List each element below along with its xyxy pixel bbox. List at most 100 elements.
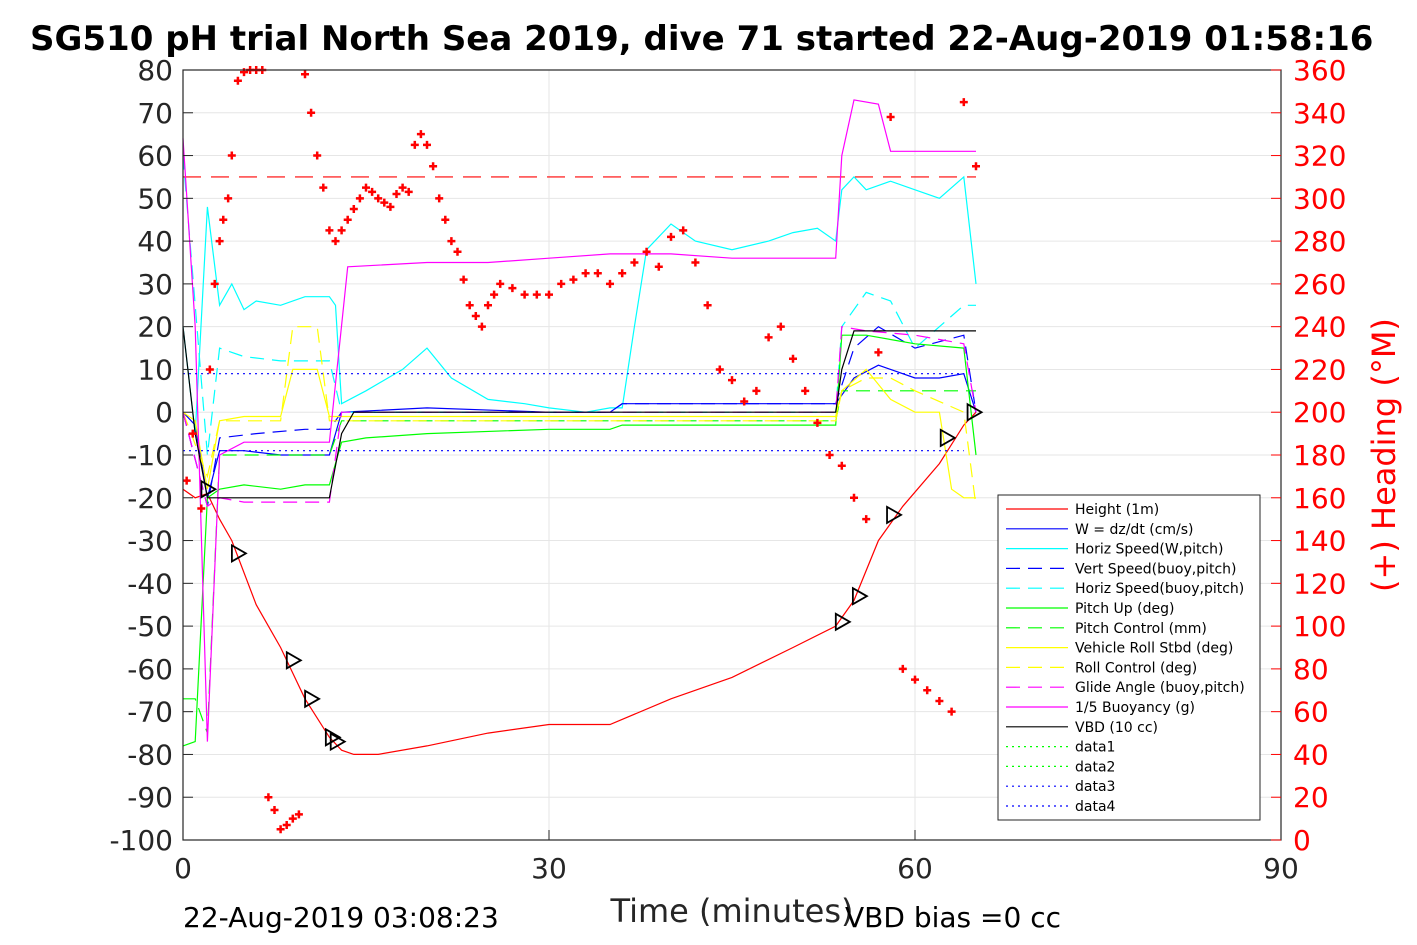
heading-point (416, 130, 425, 139)
heading-point (404, 187, 413, 196)
y2-tick-label: 360 (1293, 54, 1346, 87)
depth-marker (285, 650, 303, 670)
heading-point (837, 461, 846, 470)
heading-point (484, 301, 492, 310)
heading-point (532, 290, 541, 299)
legend-entry-horiz_w: Horiz Speed(W,pitch) (1075, 542, 1223, 558)
x-axis-label: Time (minutes) (610, 892, 854, 930)
depth-marker (966, 402, 984, 422)
heading-point (593, 269, 602, 278)
footer-timestamp: 22-Aug-2019 03:08:23 (183, 901, 499, 934)
legend-entry-vbd: VBD (10 cc) (1075, 720, 1158, 736)
legend-entry-buoyancy: 1/5 Buoyancy (g) (1075, 700, 1195, 716)
heading-point (368, 187, 377, 196)
y2-tick-label: 100 (1293, 610, 1346, 643)
heading-point (282, 821, 291, 830)
heading-point (197, 504, 206, 513)
heading-point (886, 113, 895, 122)
heading-point (874, 348, 883, 357)
heading-point (392, 190, 401, 199)
heading-point (447, 237, 456, 246)
heading-point (898, 664, 907, 673)
heading-point (606, 279, 614, 288)
y-axis-ticks: 80 70 60 50 40 30 20 10 0 -10 -20 -30 -40 -50 -60 -70 -8… (109, 54, 193, 857)
y-tick-label: 70 (137, 97, 173, 130)
series-line-pitch_up (182, 334, 977, 747)
heading-point (410, 140, 419, 149)
depth-marker (304, 689, 321, 709)
heading-point (210, 279, 219, 288)
heading-point (557, 279, 566, 288)
y2-tick-label: 260 (1293, 268, 1346, 301)
heading-point (654, 262, 663, 271)
heading-point (380, 198, 389, 207)
y-tick-label: -90 (127, 781, 173, 814)
y2-tick-label: 120 (1293, 567, 1346, 600)
y-tick-label: -40 (127, 567, 173, 600)
heading-point (947, 707, 956, 716)
heading-point (343, 215, 352, 224)
series-line-roll_control (182, 326, 977, 507)
legend-entry-pitch_up: Pitch Up (deg) (1075, 601, 1174, 617)
heading-point (630, 258, 639, 267)
y-tick-label: 80 (137, 54, 173, 87)
y2-axis-ticks: 3603403203002802602402202001801601401201… (1271, 54, 1346, 857)
y2-tick-label: 300 (1293, 182, 1346, 215)
heading-point (496, 279, 505, 288)
heading-point (935, 696, 944, 705)
heading-point (441, 215, 450, 224)
heading-point (233, 76, 242, 85)
heading-point (813, 418, 822, 427)
depth-marker (939, 428, 957, 448)
y2-axis-label: (+) Heading (°M) (1365, 318, 1403, 592)
y-tick-label: -10 (127, 439, 173, 472)
y-tick-label: 10 (137, 353, 173, 386)
y2-tick-label: 40 (1293, 738, 1329, 771)
y-tick-label: 60 (137, 140, 173, 173)
y2-tick-label: 240 (1293, 311, 1346, 344)
heading-point (850, 493, 858, 502)
y2-tick-label: 140 (1293, 525, 1346, 558)
heading-point (776, 322, 785, 331)
heading-point (691, 258, 700, 267)
y-tick-label: 0 (155, 396, 173, 429)
heading-point (862, 515, 871, 524)
series-line-buoyancy (182, 99, 976, 742)
heading-point (679, 226, 688, 235)
heading-point (520, 290, 529, 299)
heading-point (825, 451, 834, 459)
heading-point (923, 686, 932, 695)
legend-entry-height: Height (1m) (1075, 502, 1159, 518)
depth-marker (851, 586, 869, 606)
footer-vbd-bias: VBD bias =0 cc (845, 901, 1061, 934)
heading-point (490, 290, 499, 299)
heading-point (435, 194, 444, 203)
y-tick-label: -60 (127, 653, 173, 686)
legend-entry-roll_control: Roll Control (deg) (1075, 660, 1197, 676)
x-tick-label: 0 (174, 852, 192, 885)
x-tick-label: 90 (1263, 852, 1299, 885)
heading-point (545, 290, 553, 299)
y-tick-label: 40 (137, 225, 173, 258)
y2-tick-label: 280 (1293, 225, 1346, 258)
heading-point (227, 151, 236, 160)
heading-point (508, 284, 517, 293)
y-tick-label: -30 (127, 525, 173, 558)
heading-point (288, 814, 297, 823)
heading-point (471, 311, 480, 320)
legend: Height (1m) W = dz/dt (cm/s) Horiz Speed(W… (997, 494, 1261, 821)
legend-entry-roll: Vehicle Roll Stbd (deg) (1075, 641, 1233, 657)
y2-tick-label: 80 (1293, 653, 1329, 686)
heading-point (355, 194, 364, 203)
y2-tick-label: 200 (1293, 396, 1346, 429)
heading-point (423, 140, 431, 149)
heading-point (752, 386, 761, 395)
heading-point (465, 301, 474, 310)
legend-entry-data3: data3 (1075, 779, 1115, 795)
y-tick-label: -20 (127, 482, 173, 515)
heading-point (972, 162, 980, 171)
y2-tick-label: 160 (1293, 482, 1346, 515)
heading-point (301, 70, 309, 79)
legend-entry-data1: data1 (1075, 740, 1115, 756)
heading-point (801, 386, 810, 395)
